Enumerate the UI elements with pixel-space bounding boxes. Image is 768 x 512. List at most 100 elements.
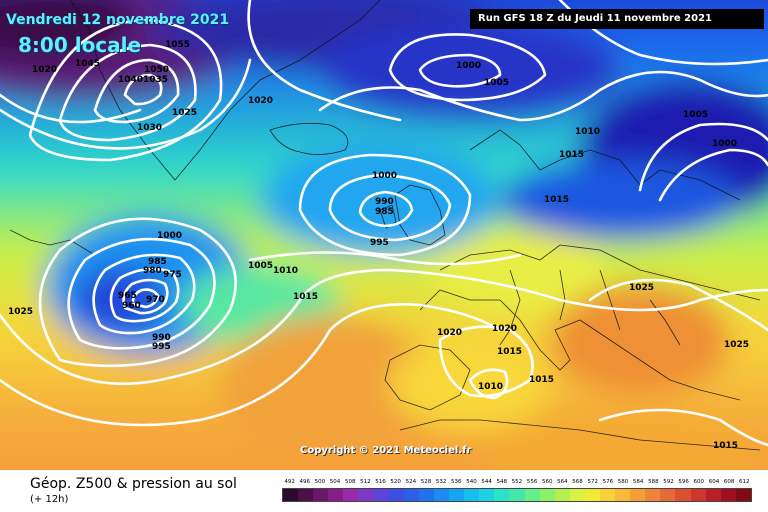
isobar-label: 1015	[559, 150, 584, 160]
scale-value-label: 556	[526, 479, 538, 485]
isobar-label: 1020	[32, 65, 57, 75]
isobar-label: 1020	[248, 96, 273, 106]
scale-swatch	[494, 489, 510, 501]
color-scale-swatches	[282, 488, 752, 502]
z500-field	[0, 0, 768, 470]
color-scale-labels: 492 496 500 504 508 512 516 520 524 528 532 536 540 5…	[282, 478, 752, 486]
scale-value-label: 568	[572, 479, 583, 485]
isobar-label: 1000	[712, 139, 737, 149]
scale-value-label: 572	[587, 479, 598, 485]
scale-swatch	[675, 489, 691, 501]
scale-value-label: 524	[405, 479, 417, 485]
isobar-label: 1010	[575, 127, 600, 137]
isobar-label: 1040	[118, 75, 143, 85]
scale-swatch	[373, 489, 389, 501]
isobar-label: 960	[122, 301, 141, 311]
isobar-label: 1015	[497, 347, 522, 357]
scale-swatch	[720, 489, 736, 501]
scale-value-label: 596	[678, 479, 689, 485]
scale-swatch	[343, 489, 359, 501]
isobar-label: 1045	[75, 59, 100, 69]
legend-title: Géop. Z500 & pression au sol	[30, 476, 237, 492]
scale-value-label: 588	[648, 479, 659, 485]
scale-value-label: 504	[329, 479, 341, 485]
isobar-label: 985	[148, 257, 167, 267]
scale-swatch	[705, 489, 721, 501]
isobar-label: 1020	[437, 328, 462, 338]
scale-swatch	[509, 489, 525, 501]
isobar-label: 1005	[248, 261, 273, 271]
isobar-label: 995	[152, 342, 171, 352]
model-run-label: Run GFS 18 Z du Jeudi 11 novembre 2021	[470, 9, 764, 29]
scale-value-label: 560	[541, 479, 553, 485]
scale-swatch	[479, 489, 495, 501]
isobar-label: 1005	[683, 110, 708, 120]
scale-value-label: 592	[663, 479, 674, 485]
isobar-label: 1025	[172, 108, 197, 118]
isobar-label: 985	[375, 207, 394, 217]
scale-swatch	[645, 489, 661, 501]
isobar-label: 995	[370, 238, 389, 248]
scale-value-label: 512	[360, 479, 371, 485]
scale-value-label: 552	[511, 479, 523, 485]
scale-value-label: 492	[284, 479, 295, 485]
isobar-label: 980	[143, 266, 162, 276]
scale-swatch	[283, 489, 299, 501]
isobar-label: 1010	[478, 382, 503, 392]
isobar-label: 1015	[529, 375, 554, 385]
scale-swatch	[418, 489, 434, 501]
isobar-label: 1030	[137, 123, 162, 133]
isobar-label: 990	[375, 197, 394, 207]
isobar-label: 970	[146, 295, 165, 305]
scale-value-label: 540	[466, 479, 477, 485]
scale-swatch	[735, 489, 751, 501]
forecast-date: Vendredi 12 novembre 2021	[6, 12, 230, 28]
scale-swatch	[599, 489, 616, 501]
scale-swatch	[464, 489, 480, 501]
scale-value-label: 536	[451, 479, 462, 485]
isobar-label: 1015	[713, 441, 738, 451]
isobar-label: 1000	[157, 231, 182, 241]
isobar-label: 1015	[544, 195, 569, 205]
scale-swatch	[433, 489, 450, 501]
scale-swatch	[660, 489, 676, 501]
weather-map: 1055 1020 1045 1050 1040 1035 1030 1025 …	[0, 0, 768, 470]
scale-value-label: 516	[375, 479, 386, 485]
scale-swatch	[630, 489, 646, 501]
scale-swatch	[388, 489, 404, 501]
copyright: Copyright © 2021 Meteociel.fr	[300, 445, 472, 456]
scale-value-label: 564	[557, 479, 568, 485]
isobar-label: 1025	[8, 307, 33, 317]
isobar-label: 1025	[629, 283, 654, 293]
scale-swatch	[328, 489, 344, 501]
isobar-label: 1015	[293, 292, 318, 302]
isobar-label: 1010	[273, 266, 298, 276]
scale-value-label: 612	[739, 479, 750, 485]
scale-value-label: 528	[420, 479, 432, 485]
isobar-label: 1035	[143, 75, 168, 85]
scale-value-label: 608	[723, 479, 735, 485]
scale-swatch	[539, 489, 555, 501]
scale-swatch	[298, 489, 314, 501]
scale-value-label: 580	[617, 479, 629, 485]
scale-value-label: 520	[390, 479, 401, 485]
scale-value-label: 600	[693, 479, 705, 485]
scale-value-label: 496	[299, 479, 310, 485]
isobar-label: 965	[118, 291, 137, 301]
isobar-label: 1050	[144, 65, 169, 75]
scale-swatch	[313, 489, 329, 501]
isobar-label: 990	[152, 333, 171, 343]
scale-value-label: 604	[708, 479, 720, 485]
scale-value-label: 508	[344, 479, 356, 485]
isobar-label: 1020	[492, 324, 517, 334]
coastlines	[9, 0, 761, 451]
scale-swatch	[449, 489, 465, 501]
isobar-label: 1000	[456, 61, 481, 71]
scale-swatch	[569, 489, 585, 501]
scale-swatch	[554, 489, 570, 501]
isobar-label: 1000	[372, 171, 397, 181]
scale-value-label: 532	[435, 479, 447, 485]
scale-swatch	[403, 489, 419, 501]
isobar-label: 1025	[724, 340, 749, 350]
scale-value-label: 500	[314, 479, 326, 485]
